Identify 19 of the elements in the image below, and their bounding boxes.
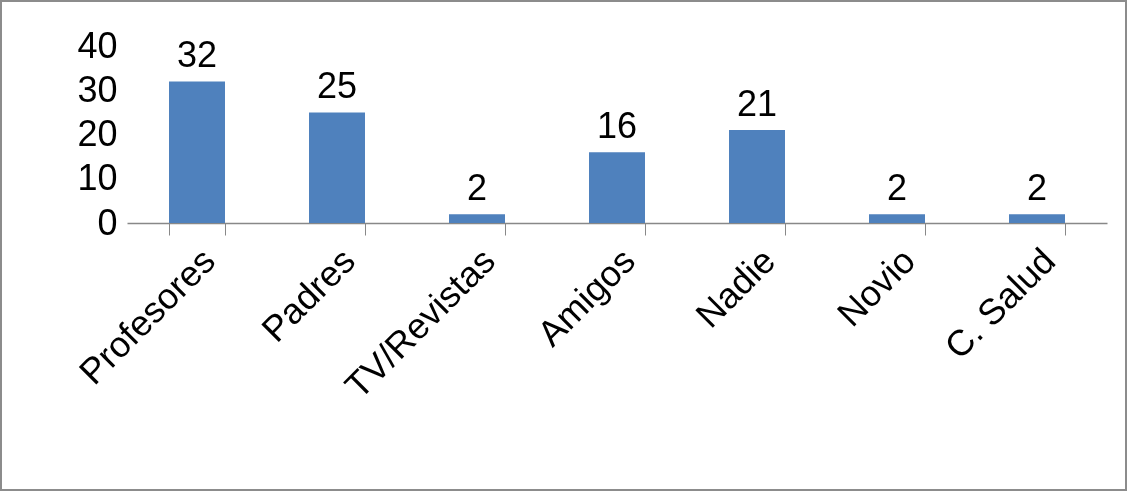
bar (309, 112, 365, 223)
data-label: 21 (736, 83, 778, 125)
y-tick-label: 20 (77, 113, 118, 154)
y-tick-label: 40 (77, 24, 118, 66)
data-label: 2 (466, 167, 488, 209)
data-label: 32 (176, 34, 218, 76)
y-tick-label: 10 (77, 157, 118, 199)
data-label: 2 (1026, 167, 1048, 209)
bar (449, 214, 505, 223)
bar (1009, 214, 1065, 223)
data-label: 25 (316, 65, 358, 107)
bar (869, 214, 925, 223)
y-tick-label: 30 (77, 68, 118, 110)
bar (589, 152, 645, 223)
data-label: 2 (886, 167, 908, 209)
bar (729, 130, 785, 223)
data-label: 16 (596, 105, 638, 147)
bar (169, 81, 225, 223)
y-tick-label: 0 (97, 201, 118, 243)
